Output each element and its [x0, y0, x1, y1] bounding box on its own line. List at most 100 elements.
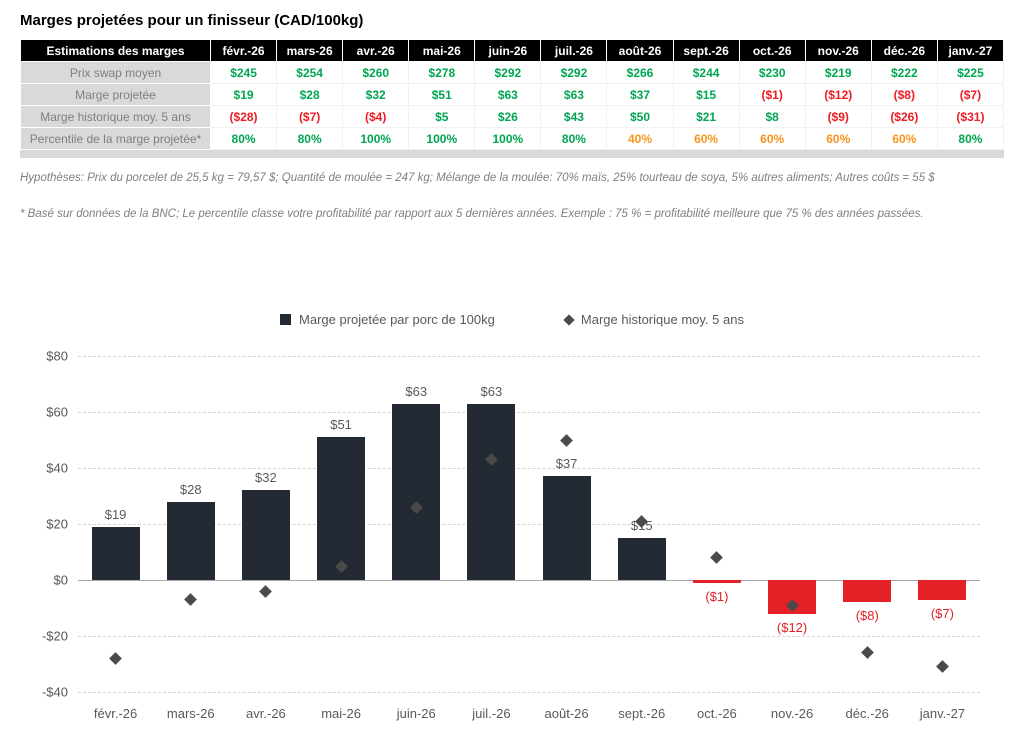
table-value-cell: 80%	[540, 127, 608, 150]
x-axis-tick-label: juil.-26	[472, 706, 511, 721]
table-month-header: avr.-26	[342, 39, 410, 62]
gridline	[78, 412, 980, 413]
table-month-header: août-26	[606, 39, 674, 62]
table-value-cell: $37	[606, 83, 674, 106]
table-value-cell: 100%	[408, 127, 476, 150]
legend-item-projected: Marge projetée par porc de 100kg	[280, 312, 495, 327]
table-value-cell: $8	[738, 105, 806, 128]
margin-bar	[692, 580, 741, 583]
table-row: Percentile de la marge projetée* 80% 80% 10…	[20, 127, 1005, 150]
table-month-header: oct.-26	[738, 39, 806, 62]
table-month-header: mars-26	[276, 39, 344, 62]
table-value-cell: ($28)	[209, 105, 278, 128]
table-month-header: sept.-26	[672, 39, 740, 62]
table-row: Prix swap moyen $245 $254 $260 $278 $292 $292 $…	[20, 61, 1005, 84]
table-value-cell: $219	[804, 61, 872, 84]
table-value-cell: $51	[408, 83, 476, 106]
bar-swatch-icon	[280, 314, 292, 325]
margin-bar	[241, 490, 290, 580]
table-value-cell: $254	[276, 61, 344, 84]
gridline	[78, 636, 980, 637]
row-label: Percentile de la marge projetée*	[20, 127, 211, 150]
y-axis-tick-label: $20	[46, 516, 68, 532]
bar-value-label: ($12)	[776, 619, 808, 635]
table-value-cell: $15	[672, 83, 740, 106]
x-axis-tick-label: juin-26	[396, 706, 436, 721]
x-axis-tick-label: nov.-26	[770, 706, 814, 721]
y-axis-tick-label: $80	[46, 348, 68, 364]
x-axis-tick-label: oct.-26	[697, 706, 737, 721]
margin-bar	[91, 526, 140, 580]
table-value-cell: 60%	[870, 127, 938, 150]
x-axis-tick-label: déc.-26	[845, 706, 889, 721]
table-value-cell: ($8)	[870, 83, 938, 106]
gridline	[78, 524, 980, 525]
table-corner-header: Estimations des marges	[20, 39, 211, 62]
table-value-cell: 100%	[342, 127, 410, 150]
table-value-cell: ($9)	[804, 105, 872, 128]
table-month-header: mai-26	[408, 39, 476, 62]
table-value-cell: $21	[672, 105, 740, 128]
bar-value-label: $37	[555, 456, 578, 472]
table-value-cell: 100%	[474, 127, 542, 150]
margin-chart: Marge projetée par porc de 100kg Marge h…	[0, 300, 1024, 741]
table-value-cell: $292	[474, 61, 542, 84]
row-label: Prix swap moyen	[20, 61, 211, 84]
table-value-cell: ($4)	[342, 105, 410, 128]
margin-bar	[166, 501, 215, 580]
historic-diamond-marker	[860, 646, 874, 660]
table-value-cell: $43	[540, 105, 608, 128]
table-value-cell: 80%	[209, 127, 278, 150]
table-value-cell: ($12)	[804, 83, 872, 106]
historic-diamond-marker	[710, 551, 724, 564]
table-value-cell: 80%	[936, 127, 1005, 150]
table-month-header: juin-26	[474, 39, 542, 62]
margin-bar	[317, 437, 366, 580]
table-value-cell: $244	[672, 61, 740, 84]
margin-bar	[843, 580, 892, 603]
margin-bar	[392, 403, 441, 580]
table-value-cell: $222	[870, 61, 938, 84]
table-value-cell: $278	[408, 61, 476, 84]
y-axis-tick-label: -$40	[41, 684, 68, 700]
margin-bar	[617, 538, 666, 580]
bar-value-label: $63	[480, 383, 503, 399]
table-value-cell: ($7)	[276, 105, 344, 128]
table-value-cell: $292	[540, 61, 608, 84]
x-axis-tick-label: août-26	[544, 706, 589, 721]
gridline	[78, 356, 980, 357]
table-month-header: janv.-27	[936, 39, 1005, 62]
x-axis-tick-label: févr.-26	[93, 706, 138, 721]
table-bottom-strip	[20, 149, 1004, 158]
table-value-cell: $5	[408, 105, 476, 128]
table-month-header: juil.-26	[540, 39, 608, 62]
margins-table-body: Prix swap moyen $245 $254 $260 $278 $292 $292 $…	[20, 61, 1005, 158]
gridline	[78, 468, 980, 469]
table-value-cell: $225	[936, 61, 1005, 84]
row-label: Marge historique moy. 5 ans	[20, 105, 211, 128]
historic-diamond-marker	[259, 584, 273, 598]
x-axis-tick-label: avr.-26	[246, 706, 286, 721]
margin-bar	[467, 403, 516, 580]
table-month-header: déc.-26	[870, 39, 938, 62]
gridline	[78, 692, 980, 693]
table-value-cell: $245	[209, 61, 278, 84]
x-axis-tick-label: sept.-26	[618, 706, 666, 721]
table-row: Marge projetée $19 $28 $32 $51 $63 $63 $37 $15 ($…	[20, 83, 1005, 106]
bar-value-label: ($7)	[930, 605, 954, 621]
table-value-cell: $230	[738, 61, 806, 84]
table-month-header: févr.-26	[209, 39, 278, 62]
diamond-swatch-icon	[563, 313, 575, 326]
margin-bar	[918, 580, 967, 600]
table-value-cell: 60%	[672, 127, 740, 150]
table-value-cell: ($26)	[870, 105, 938, 128]
x-axis-tick-label: mars-26	[166, 706, 215, 721]
margins-table-header: Estimations des marges févr.-26 mars-26 avr…	[20, 39, 1005, 62]
x-axis-tick-label: mai-26	[321, 706, 361, 721]
table-value-cell: $26	[474, 105, 542, 128]
bar-value-label: ($8)	[855, 608, 879, 624]
bar-value-label: $19	[104, 506, 127, 522]
table-value-cell: $266	[606, 61, 674, 84]
table-value-cell: 40%	[606, 127, 674, 150]
page-title: Marges projetées pour un finisseur (CAD/…	[20, 12, 364, 29]
